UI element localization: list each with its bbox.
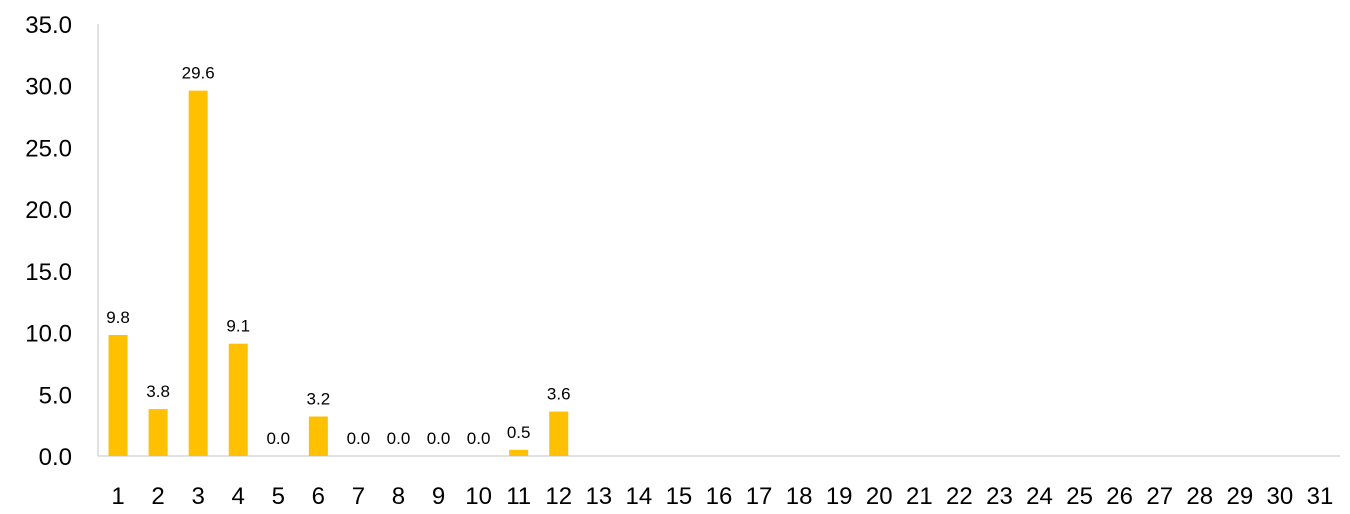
y-tick-label: 10.0 — [25, 321, 72, 348]
data-label: 0.0 — [347, 429, 371, 448]
data-label: 9.8 — [106, 308, 130, 327]
x-tick-label: 9 — [432, 483, 445, 510]
data-label: 0.5 — [507, 423, 531, 442]
x-tick-label: 23 — [986, 483, 1013, 510]
data-label: 3.8 — [146, 382, 170, 401]
bar — [509, 449, 529, 456]
x-tick-label: 31 — [1307, 483, 1334, 510]
x-tick-label: 21 — [906, 483, 933, 510]
y-tick-label: 35.0 — [25, 12, 72, 39]
bar — [108, 335, 128, 456]
x-tick-label: 2 — [151, 483, 164, 510]
data-labels: 9.8 3.8 29.6 9.1 0.0 3.2 0.0 0.0 0.0 0.0 0.5 3.6 — [106, 64, 570, 448]
x-tick-label: 10 — [465, 483, 492, 510]
y-tick-label: 30.0 — [25, 74, 72, 101]
data-label: 0.0 — [266, 429, 290, 448]
bar — [148, 409, 168, 456]
y-tick-label: 15.0 — [25, 259, 72, 286]
x-tick-label: 18 — [786, 483, 813, 510]
x-tick-label: 11 — [506, 483, 531, 510]
data-label: 9.1 — [226, 317, 250, 336]
x-tick-label: 20 — [866, 483, 893, 510]
x-tick-label: 3 — [191, 483, 204, 510]
x-tick-label: 13 — [585, 483, 612, 510]
bar — [308, 416, 328, 456]
x-tick-label: 19 — [826, 483, 853, 510]
x-tick-label: 17 — [746, 483, 773, 510]
x-tick-label: 12 — [545, 483, 572, 510]
data-label: 3.6 — [547, 385, 571, 404]
x-tick-label: 26 — [1106, 483, 1133, 510]
x-tick-label: 24 — [1026, 483, 1053, 510]
data-label: 0.0 — [467, 429, 491, 448]
bars — [108, 90, 569, 456]
x-tick-label: 22 — [946, 483, 973, 510]
x-tick-label: 14 — [626, 483, 653, 510]
x-axis: 1 2 3 4 5 6 7 8 9 10 11 12 13 14 15 16 17 18 19 20 21 22 23 24 2… — [98, 455, 1340, 510]
x-tick-label: 4 — [232, 483, 245, 510]
data-label: 3.2 — [307, 390, 331, 409]
x-tick-label: 25 — [1066, 483, 1093, 510]
x-tick-label: 15 — [666, 483, 693, 510]
x-tick-label: 28 — [1186, 483, 1213, 510]
data-label: 0.0 — [387, 429, 411, 448]
x-tick-label: 7 — [352, 483, 365, 510]
y-tick-label: 25.0 — [25, 135, 72, 162]
x-tick-label: 27 — [1146, 483, 1173, 510]
y-tick-label: 5.0 — [39, 382, 72, 409]
x-tick-label: 8 — [392, 483, 405, 510]
y-axis: 0.0 5.0 10.0 15.0 20.0 25.0 30.0 35.0 — [25, 12, 99, 471]
x-tick-label: 1 — [111, 483, 124, 510]
data-label: 29.6 — [182, 64, 215, 83]
x-tick-label: 5 — [272, 483, 285, 510]
x-tick-label: 29 — [1226, 483, 1253, 510]
y-tick-label: 0.0 — [39, 444, 72, 471]
x-tick-label: 30 — [1267, 483, 1294, 510]
bar — [188, 90, 208, 456]
y-tick-label: 20.0 — [25, 197, 72, 224]
x-tick-label: 6 — [312, 483, 325, 510]
bar — [549, 411, 569, 456]
x-tick-label: 16 — [706, 483, 733, 510]
data-label: 0.0 — [427, 429, 451, 448]
bar — [228, 343, 248, 456]
